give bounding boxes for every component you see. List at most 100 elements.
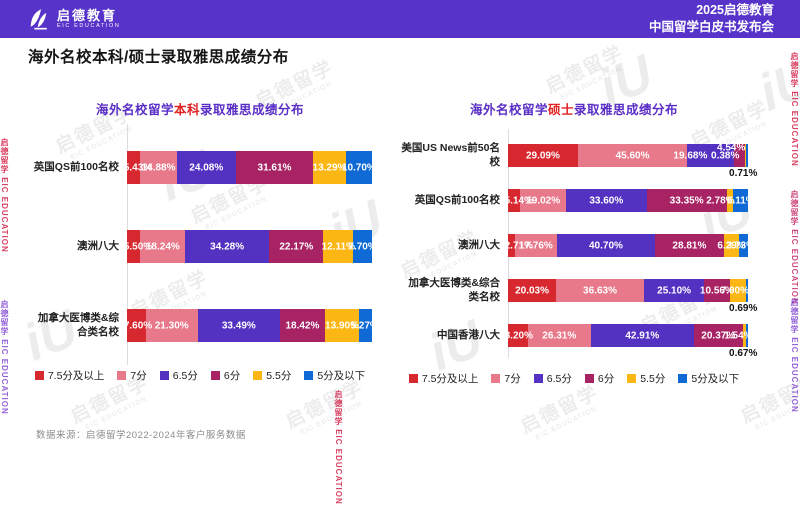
bar-segment-label: 29.09% [525,150,560,161]
bar-segment-label: 33.49% [221,320,256,331]
bar-segment [508,234,515,257]
chart-title-part: 录取雅思成绩分布 [200,103,305,117]
bar-segment [746,279,748,302]
bar-segment [508,324,528,347]
row-label: 美国US News前50名校 [401,141,500,168]
legend-label: 5分及以下 [691,373,740,385]
bar-wrap: 7.60% 21.30% 33.49% 18.42% 13.90% 5.27% [123,309,379,342]
bar-segment [557,234,655,257]
bar-wrap: 29.09% 45.60% 19.68% 4.54% 0.38% 0.71% [508,143,757,179]
bar-segment-label: 42.91% [625,330,660,341]
event-title: 2025启德教育 中国留学白皮书发布会 [649,2,774,36]
bar-segment-label: 2.71% [504,240,533,251]
row-label: 加拿大医博类&综合类名校 [37,311,119,338]
bar-segment [734,144,746,167]
bar-segment [565,189,647,212]
legend-item: 5.5分 [627,371,665,386]
chart-undergraduate: 海外名校留学本科录取雅思成绩分布 英国QS前100名校 5.43% 14.88% 24… [28,98,379,383]
edge-watermark: 启德留学 EIC EDUCATION [334,390,343,505]
bar-segment [577,144,688,167]
legend-label: 6分 [223,370,241,382]
legend-swatch [627,374,637,383]
source-note: 数据来源：启德留学2022-2024年客户服务数据 [36,430,246,441]
row-label: 澳洲八大 [458,238,500,251]
bar-segment [140,151,177,184]
legend-swatch [210,371,220,380]
bar-segment-label: 40.70% [588,240,623,251]
legend-label: 6分 [597,373,615,385]
legend-swatch [678,374,688,383]
bar-segment-label: 14.88% [141,162,176,173]
chart-title-part: 海外名校留学 [469,103,548,117]
stacked-bar [127,230,372,263]
stacked-bar [127,151,372,184]
watermark-cn: 启德留学 [282,377,368,433]
bar-segment [145,309,198,342]
bar-segment [514,234,558,257]
bar-segment-label: 6.29% [717,240,746,251]
bar-segment [508,189,521,212]
bar-segment [646,189,727,212]
bar-segment-label: 8.20% [504,330,533,341]
bar-segment [745,144,747,167]
legend-swatch [304,371,314,380]
bar-area: 5.43% 14.88% 24.08% 31.61% 13.29% 10.70% [124,151,376,184]
event-title-line1: 2025启德教育 [696,3,774,18]
bar-segment [185,230,270,263]
bar-segment [643,279,705,302]
bar-segment [729,279,747,302]
legend-swatch [253,371,263,380]
bar-segment [723,234,740,257]
legend-swatch [584,374,594,383]
stacked-bar [508,234,748,257]
legend-item: 7.5分及以上 [34,368,104,383]
legend-item: 6.5分 [159,368,198,383]
bar-segment [508,144,578,167]
bar-segment-label: 1.54% [724,330,753,341]
eic-logo-icon [26,7,51,32]
bar-segment-label: 33.60% [589,195,624,206]
bar-segment-label: 0.69% [729,303,758,314]
edge-watermark: 启德留学 EIC EDUCATION [0,138,9,253]
bar-segment [359,309,372,342]
legend-label: 5分及以下 [317,370,366,382]
legend-swatch [533,374,543,383]
bar-segment [345,151,372,184]
bar-segment [127,309,146,342]
bar-segment [508,279,557,302]
bar-segment [324,309,359,342]
chart-title-part: 硕士 [547,103,574,117]
bar-segment [197,309,280,342]
header-bar: 启德教育 EIC EDUCATION 2025启德教育 中国留学白皮书发布会 [0,0,800,38]
bar-segment [654,234,724,257]
stacked-bar [127,309,372,342]
bar-wrap: 8.20% 26.31% 42.91% 20.37% 1.54% 0.67% [504,324,757,359]
bar-segment-label: 24.08% [189,162,224,173]
legend-swatch [408,374,418,383]
legend-undergraduate: 7.5分及以上 7分 6.5分 6分 5.5分 5分及以下 [28,368,372,383]
chart-row: 加拿大医博类&综合类名校 20.03% 36.63% 25.10% 10.56% 7.00… [400,268,757,314]
bar-segment [353,230,372,263]
watermark-en: EIC EDUCATION [534,405,599,442]
chart-title-part: 录取雅思成绩分布 [574,103,679,117]
legend-item: 7分 [117,368,147,383]
bar-segment-label: 5.27% [350,320,379,331]
watermark-cn: 启德留学 [542,42,628,98]
bar-segment-label: 0.71% [729,168,758,179]
stacked-bar [508,144,748,167]
bar-area: 2.71% 17.76% 40.70% 28.81% 6.29% 3.73% [504,234,755,257]
bar-wrap: 2.71% 17.76% 40.70% 28.81% 6.29% 3.73% [504,234,755,257]
logo-subtitle: EIC EDUCATION [57,23,121,30]
legend-item: 7分 [491,371,521,386]
legend-label: 7.5分及以上 [421,373,479,385]
bar-segment-label: 3.73% [726,240,755,251]
bar-segment [323,230,354,263]
chart-rows: 美国US News前50名校 29.09% 45.60% 19.68% 4.54% 0.3… [400,129,757,359]
bar-segment-label: 7.60% [123,320,153,331]
bar-segment [746,324,748,347]
bar-segment-label: 0.38% [711,150,740,161]
legend-item: 7.5分及以上 [408,371,479,386]
chart-title-undergraduate: 海外名校留学本科录取雅思成绩分布 [28,98,372,128]
